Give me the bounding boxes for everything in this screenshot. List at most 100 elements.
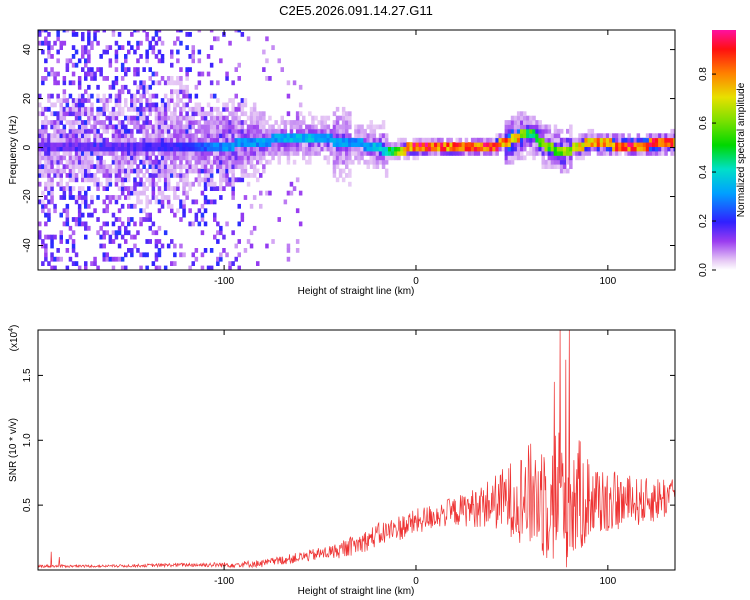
spectrogram-cell: [179, 146, 183, 152]
spectrogram-cell: [203, 181, 208, 187]
spectrogram-cell: [222, 151, 226, 156]
spectrogram-cell: [71, 177, 76, 183]
spectrogram-cell: [237, 252, 241, 258]
spectrogram-cell: [50, 186, 54, 191]
spectrogram-cell: [231, 155, 235, 161]
spectrogram-cell: [108, 45, 113, 50]
spectrogram-cell: [354, 124, 358, 130]
spectrogram-cell: [532, 128, 536, 134]
spectrogram-cell: [148, 40, 152, 46]
spectrogram-cell: [176, 80, 180, 86]
spectrogram-cell: [658, 133, 662, 139]
spectrogram-cell: [627, 151, 631, 156]
spectrogram-cell: [84, 146, 88, 152]
spectrogram-cell: [228, 137, 232, 143]
spectrogram-cell: [124, 98, 128, 103]
spectrogram-cell: [203, 221, 208, 227]
spectrogram-cell: [176, 49, 180, 55]
spectrogram-cell: [41, 106, 45, 112]
spectrogram-cell: [50, 120, 54, 125]
spectrogram-cell: [523, 115, 527, 121]
spectrogram-cell: [77, 168, 82, 174]
spectrogram-cell: [170, 173, 174, 178]
spectrogram-cell: [77, 93, 82, 99]
spectrogram-cell: [74, 164, 79, 169]
spectrogram-cell: [96, 106, 100, 112]
spectrogram-cell: [173, 40, 177, 46]
spectrogram-cell: [556, 146, 561, 152]
spectrogram-cell: [590, 128, 595, 134]
spectrogram-cell: [81, 146, 85, 152]
spectrogram-cell: [90, 111, 94, 117]
spectrogram-cell: [526, 151, 530, 156]
spectrogram-cell: [188, 159, 192, 165]
spectrogram-cell: [240, 106, 245, 112]
spectrogram-cell: [108, 124, 113, 130]
spectrogram-cell: [252, 146, 257, 152]
spectrogram-cell: [348, 168, 352, 174]
spectrogram-cell: [105, 128, 109, 134]
spectrogram-cell: [381, 155, 386, 161]
spectrogram-cell: [136, 142, 140, 147]
spectrogram-cell: [77, 102, 82, 108]
spectrogram-cell: [117, 177, 122, 183]
spectrogram-cell: [99, 133, 103, 139]
spectrogram-cell: [225, 137, 229, 143]
spectrogram-cell: [105, 106, 109, 112]
spectrogram-cell: [633, 151, 638, 156]
spectrogram-cell: [191, 54, 195, 59]
spectrogram-cell: [504, 124, 509, 130]
spectrogram-cell: [216, 151, 220, 156]
spectrogram-cell: [670, 137, 674, 143]
spectrogram-cell: [295, 111, 300, 117]
spectrogram-cell: [246, 133, 251, 139]
spectrogram-cell: [157, 248, 162, 253]
spectrogram-cell: [326, 133, 331, 139]
spectrogram-cell: [102, 30, 106, 33]
spectrogram-cell: [363, 146, 367, 152]
spectrogram-cell: [62, 186, 67, 191]
spectrogram-cell: [102, 128, 106, 134]
spectrogram-cell: [136, 199, 140, 205]
spectrogram-cell: [507, 159, 512, 165]
spectrogram-cell: [381, 164, 386, 169]
spectrogram-cell: [170, 203, 174, 209]
spectrogram-cell: [486, 151, 490, 156]
spectrogram-cell: [394, 146, 398, 152]
spectrogram-cell: [510, 142, 515, 147]
spectrogram-cell: [81, 111, 85, 117]
spectrogram-cell: [102, 230, 106, 236]
spectrogram-cell: [148, 177, 152, 183]
spectrogram-cell: [50, 195, 54, 200]
spectrogram-cell: [516, 133, 521, 139]
spectrogram-cell: [160, 151, 165, 156]
spectrogram-cell: [182, 133, 186, 139]
spectrogram-cell: [520, 115, 524, 121]
spectrogram-cell: [74, 111, 79, 117]
spectrogram-cell: [378, 155, 383, 161]
spectrogram-cell: [391, 151, 395, 156]
spectrogram-cell: [541, 133, 545, 139]
spectrogram-cell: [489, 142, 493, 147]
spectrogram-cell: [271, 124, 275, 130]
spectrogram-cell: [139, 217, 143, 222]
spectrogram-cell: [458, 137, 463, 143]
spectrogram-cell: [243, 137, 248, 143]
spectrogram-cell: [206, 173, 211, 178]
spectrogram-cell: [249, 159, 254, 165]
snr-multiplier-exp: 4: [8, 328, 15, 332]
spectrogram-cell: [185, 76, 189, 81]
spectrogram-cell: [354, 151, 358, 156]
spectrogram-cell: [295, 120, 300, 125]
spectrogram-cell: [541, 146, 545, 152]
spectrogram-cell: [151, 221, 156, 227]
spectrogram-cell: [222, 137, 226, 143]
spectrogram-cell: [366, 151, 370, 156]
spectrogram-cell: [173, 102, 177, 108]
spectrogram-cell: [166, 173, 171, 178]
spectrogram-cell: [412, 146, 416, 152]
spectrogram-cell: [219, 120, 223, 125]
spectrogram-cell: [145, 54, 149, 59]
spectrogram-cell: [252, 168, 257, 174]
spectrogram-cell: [105, 208, 109, 214]
